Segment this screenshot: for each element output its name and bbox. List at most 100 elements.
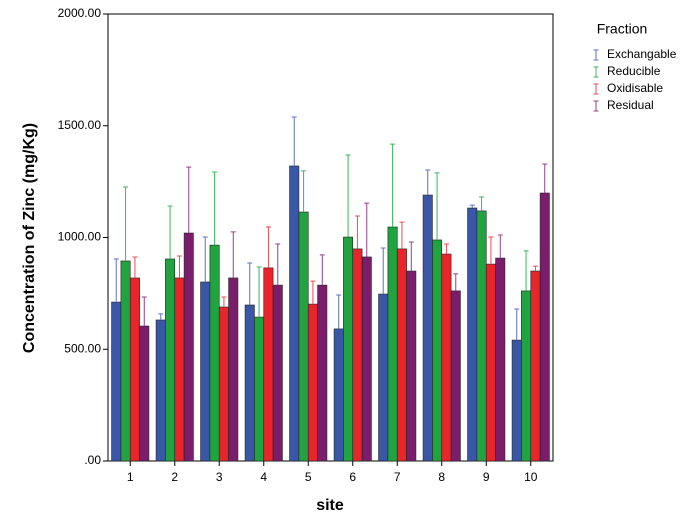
error-bar — [141, 296, 147, 327]
bar — [343, 236, 354, 462]
error-bar — [230, 231, 236, 278]
bar — [120, 260, 131, 462]
error-bar — [301, 170, 307, 213]
error-bar — [291, 116, 297, 166]
y-tick-label: .00 — [84, 453, 101, 467]
bar — [139, 325, 150, 462]
error-bar — [113, 258, 119, 303]
error-bar — [310, 280, 316, 305]
legend-label: Reducible — [607, 64, 661, 78]
error-bar — [390, 143, 396, 227]
error-bar — [167, 205, 173, 259]
error-bar — [469, 204, 475, 208]
error-bar — [186, 166, 192, 234]
error-bar — [221, 296, 227, 308]
bar — [511, 339, 522, 462]
error-bar — [247, 262, 253, 305]
error-bar — [354, 215, 360, 249]
bar — [467, 207, 478, 462]
error-bar — [532, 265, 538, 272]
bar — [228, 277, 239, 462]
bar — [174, 277, 185, 462]
bar — [307, 303, 318, 462]
error-bar — [158, 313, 164, 320]
error-bar — [523, 250, 529, 291]
x-tick-label: 10 — [524, 470, 538, 484]
error-bar — [425, 169, 431, 196]
x-tick-label: 4 — [260, 470, 267, 484]
y-tick-label: 1500.00 — [58, 118, 102, 132]
bar — [155, 319, 166, 462]
x-tick-label: 5 — [305, 470, 312, 484]
bar — [476, 210, 487, 462]
legend-symbol — [593, 49, 599, 61]
bar — [441, 253, 452, 462]
bar — [352, 248, 363, 462]
bar — [495, 257, 506, 462]
error-bar — [380, 247, 386, 295]
error-bar — [497, 234, 503, 259]
bar — [272, 284, 283, 462]
bar — [432, 239, 443, 462]
error-bar — [542, 163, 548, 194]
legend-symbol — [593, 100, 599, 112]
error-bar — [488, 236, 494, 265]
error-bar — [408, 241, 414, 272]
x-axis-title: site — [316, 497, 344, 514]
bar — [218, 306, 229, 462]
bar — [485, 263, 496, 462]
error-bar — [202, 236, 208, 282]
bar — [183, 232, 194, 462]
bar — [317, 284, 328, 462]
error-bar — [123, 186, 129, 261]
bar — [289, 165, 300, 462]
legend-label: Residual — [607, 98, 654, 112]
bar — [450, 290, 461, 462]
x-tick-label: 2 — [171, 470, 178, 484]
y-axis-title: Concentration of Zinc (mg/Kg) — [21, 123, 38, 353]
error-bar — [345, 154, 351, 238]
error-bar — [453, 273, 459, 291]
x-tick-label: 1 — [127, 470, 134, 484]
bar — [530, 270, 541, 462]
legend-title: Fraction — [597, 21, 648, 37]
bar — [209, 244, 220, 462]
error-bar — [319, 254, 325, 286]
x-tick-label: 8 — [438, 470, 445, 484]
x-tick-label: 9 — [483, 470, 490, 484]
error-bar — [364, 202, 370, 257]
x-tick-label: 3 — [216, 470, 223, 484]
error-bar — [265, 226, 271, 268]
error-bar — [514, 308, 520, 341]
error-bar — [256, 266, 262, 318]
error-bar — [336, 294, 342, 329]
bar — [539, 192, 550, 462]
legend-symbol — [593, 66, 599, 78]
bar — [333, 328, 344, 462]
bar — [254, 316, 265, 462]
bar — [361, 256, 372, 462]
bar — [129, 277, 140, 462]
legend-label: Oxidisable — [607, 81, 663, 95]
error-bar — [275, 243, 281, 286]
bar — [165, 258, 176, 462]
bar — [406, 270, 417, 462]
bar — [298, 211, 309, 462]
y-tick-label: 500.00 — [64, 341, 101, 355]
bar — [521, 290, 532, 462]
error-bar — [443, 243, 449, 255]
bar — [200, 281, 211, 462]
error-bar — [176, 255, 182, 278]
y-tick-label: 1000.00 — [58, 230, 102, 244]
error-bar — [479, 196, 485, 211]
x-tick-label: 6 — [349, 470, 356, 484]
bar — [378, 293, 389, 462]
x-tick-label: 7 — [394, 470, 401, 484]
error-bar — [132, 256, 138, 278]
bar — [387, 226, 398, 462]
bar — [111, 301, 122, 462]
bar — [244, 304, 255, 462]
error-bar — [212, 171, 218, 246]
bar — [263, 267, 274, 462]
